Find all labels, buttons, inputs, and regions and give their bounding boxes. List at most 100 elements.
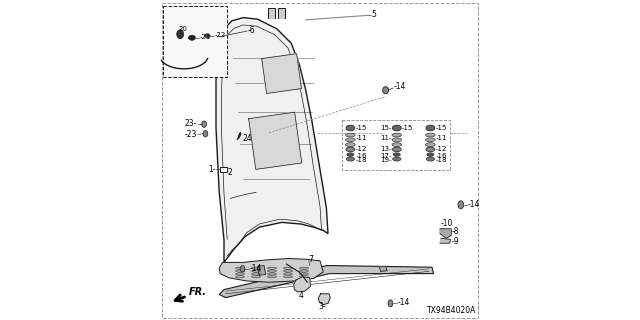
Ellipse shape [426,138,435,142]
Text: -22: -22 [215,32,227,38]
Ellipse shape [240,266,245,272]
Ellipse shape [284,273,292,275]
Polygon shape [294,277,310,292]
Text: 4: 4 [298,291,303,300]
Ellipse shape [284,270,292,272]
Text: -15: -15 [402,125,413,131]
Text: -14: -14 [468,200,480,209]
Ellipse shape [426,133,435,137]
Text: 15-: 15- [380,125,392,131]
Text: -10: -10 [440,219,452,228]
Text: 24: 24 [243,134,252,143]
Ellipse shape [347,153,354,156]
Ellipse shape [205,34,210,38]
Text: -16: -16 [435,153,447,158]
Ellipse shape [392,133,402,137]
Ellipse shape [268,267,276,269]
Polygon shape [262,54,301,93]
Ellipse shape [392,138,402,142]
Text: TX94B4020A: TX94B4020A [428,306,477,315]
Ellipse shape [392,147,401,152]
Text: -16: -16 [356,153,367,158]
Ellipse shape [188,35,196,40]
Ellipse shape [268,273,276,275]
Text: -14: -14 [250,264,262,273]
Text: 19-: 19- [380,157,392,163]
Ellipse shape [252,276,260,278]
Text: -21: -21 [200,35,211,40]
Ellipse shape [268,276,276,278]
Bar [342,120,450,170]
Ellipse shape [300,267,308,269]
Text: FR.: FR. [189,287,207,297]
Ellipse shape [268,270,276,272]
Text: 3-: 3- [318,302,326,311]
Text: 7: 7 [309,255,314,264]
Ellipse shape [393,153,401,156]
Ellipse shape [383,87,388,94]
Ellipse shape [252,267,260,269]
Text: 17-: 17- [380,153,392,158]
Text: -6: -6 [248,26,255,35]
Ellipse shape [236,273,244,275]
Text: 20: 20 [179,27,188,32]
Ellipse shape [426,147,435,152]
Text: -12: -12 [356,147,367,152]
Ellipse shape [392,125,401,131]
Bar [163,6,227,77]
Text: -11: -11 [435,135,447,140]
Ellipse shape [426,125,435,131]
Polygon shape [219,266,434,298]
Polygon shape [258,266,266,275]
Polygon shape [380,266,387,271]
Ellipse shape [236,267,244,269]
Text: 13-: 13- [380,147,392,152]
Ellipse shape [426,143,435,147]
Text: -14: -14 [394,82,406,91]
Text: -15: -15 [356,125,367,131]
Ellipse shape [393,157,401,161]
Text: -11: -11 [356,135,367,140]
Ellipse shape [284,276,292,278]
Ellipse shape [284,267,292,269]
Text: -9: -9 [452,237,460,246]
Polygon shape [440,229,451,238]
Ellipse shape [346,125,355,131]
Text: -14: -14 [398,298,410,307]
Text: -23: -23 [184,130,197,139]
Ellipse shape [458,201,463,209]
Polygon shape [219,259,323,282]
Ellipse shape [346,143,355,147]
Ellipse shape [346,157,355,161]
Ellipse shape [236,270,244,272]
Ellipse shape [300,276,308,278]
Ellipse shape [252,270,260,272]
Text: -15: -15 [435,125,447,131]
Ellipse shape [252,273,260,275]
Polygon shape [216,18,328,262]
Ellipse shape [346,133,355,137]
Text: 11-: 11- [380,135,392,140]
Polygon shape [249,112,301,169]
Ellipse shape [236,276,244,278]
Polygon shape [319,294,330,305]
Ellipse shape [427,153,434,156]
Ellipse shape [392,143,402,147]
Ellipse shape [300,273,308,275]
Text: -8: -8 [452,227,460,236]
Ellipse shape [426,157,435,161]
Ellipse shape [346,138,355,142]
Ellipse shape [346,147,355,152]
Ellipse shape [202,121,207,127]
Polygon shape [440,238,451,243]
Text: 1-: 1- [208,165,215,174]
Text: -18: -18 [435,157,447,163]
Text: -18: -18 [356,157,367,163]
Text: -12: -12 [435,147,447,152]
Ellipse shape [177,30,184,39]
Ellipse shape [203,131,208,137]
Text: 5: 5 [372,10,377,19]
Bar [220,167,227,172]
Ellipse shape [300,270,308,272]
Ellipse shape [388,300,393,307]
